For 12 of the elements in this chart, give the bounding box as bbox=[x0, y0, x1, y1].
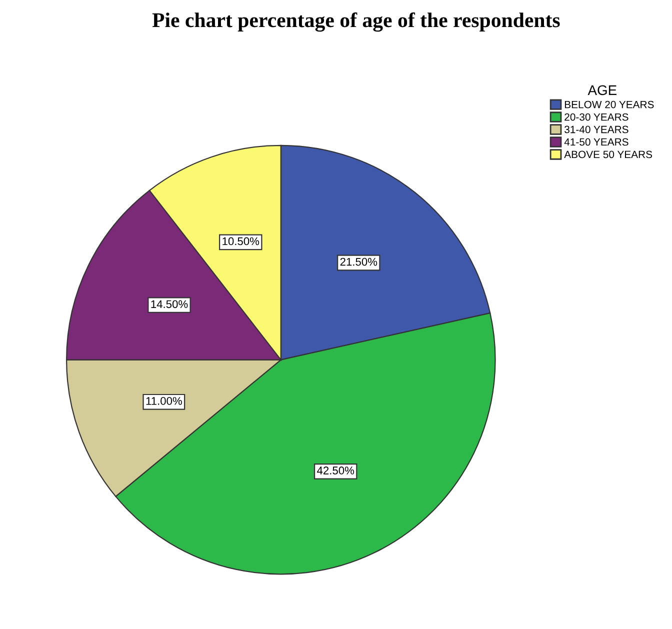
legend-label: 41-50 YEARS bbox=[564, 138, 628, 146]
chart-title: Pie chart percentage of age of the respondents bbox=[152, 12, 560, 32]
legend-label: 31-40 YEARS bbox=[564, 126, 628, 134]
data-label: 21.50% bbox=[340, 258, 378, 266]
legend-title: AGE bbox=[588, 85, 616, 96]
legend-label: 20-30 YEARS bbox=[564, 113, 628, 121]
data-label: 11.00% bbox=[146, 397, 182, 405]
data-label: 42.50% bbox=[317, 466, 354, 474]
legend-label: ABOVE 50 YEARS bbox=[564, 150, 652, 158]
legend-label: BELOW 20 YEARS bbox=[564, 100, 654, 108]
data-label: 10.50% bbox=[222, 237, 260, 246]
data-label: 14.50% bbox=[151, 300, 188, 308]
